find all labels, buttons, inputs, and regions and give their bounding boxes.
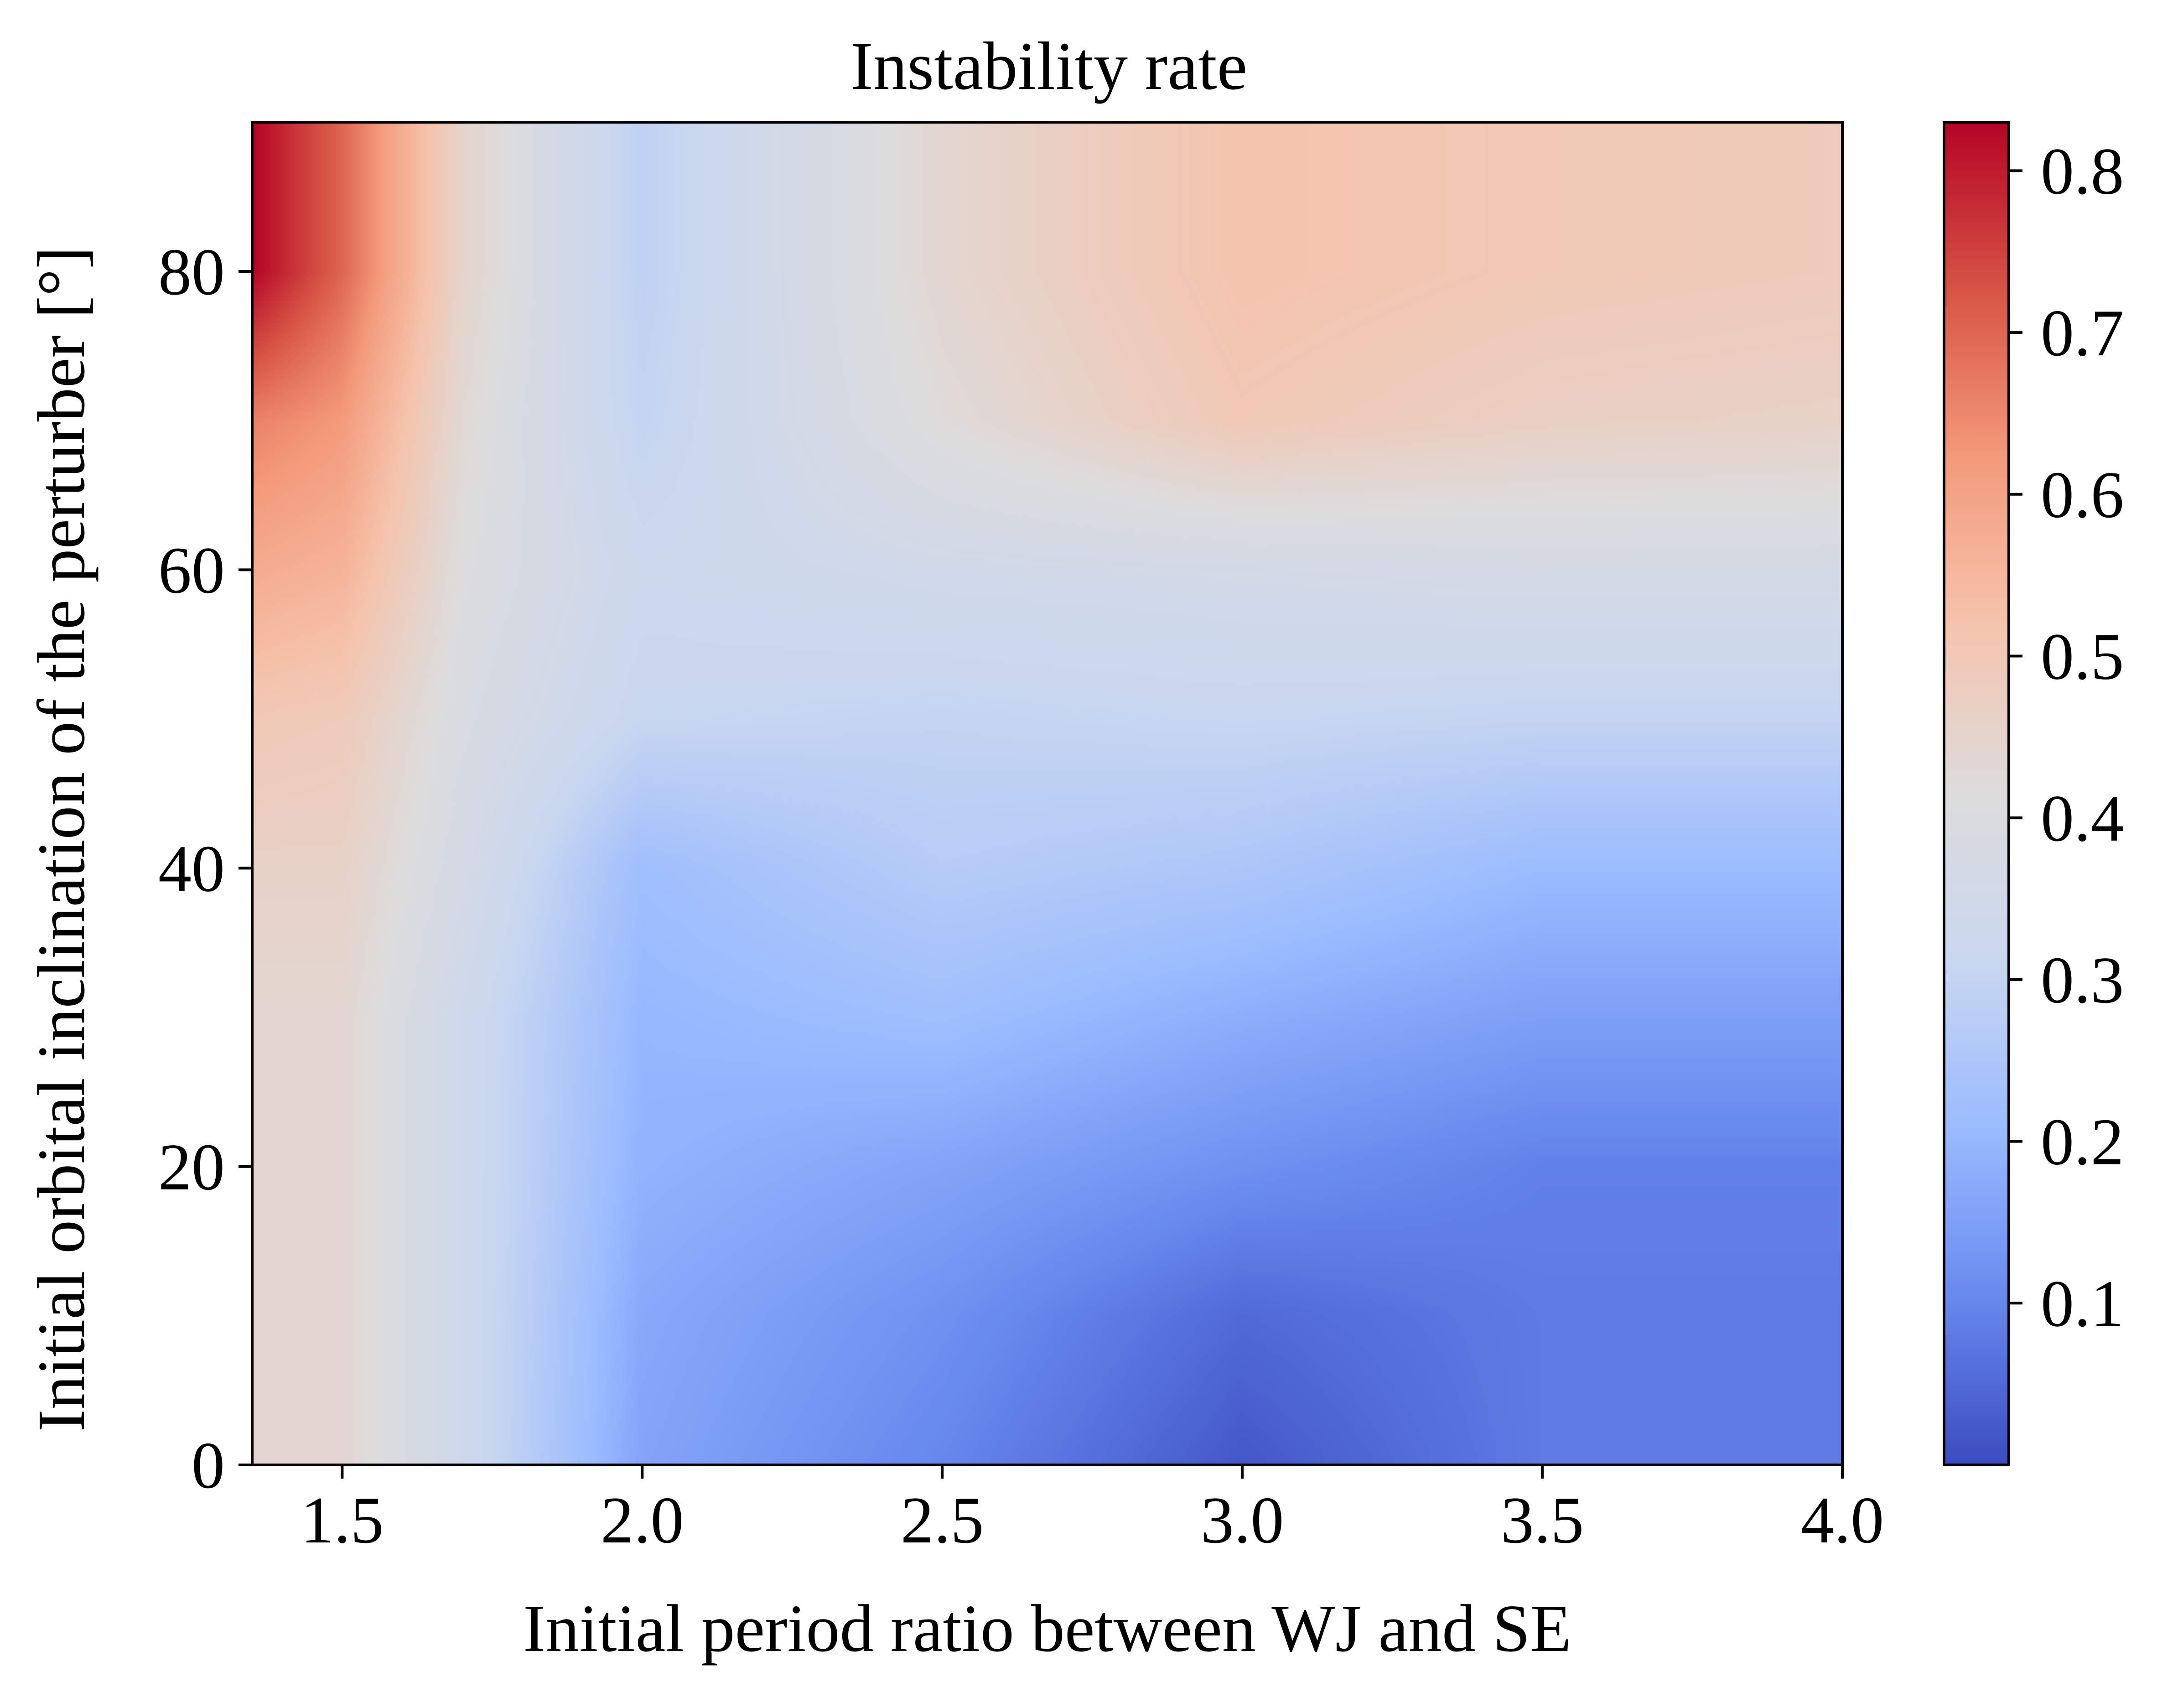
x-tick-label: 3.5	[1501, 1483, 1584, 1557]
heatmap-image	[252, 122, 1842, 1465]
colorbar-tick-label: 0.5	[2041, 620, 2124, 694]
chart-title: Instability rate	[850, 28, 1248, 104]
colorbar-tick-label: 0.1	[2041, 1267, 2124, 1340]
plot-frame	[251, 121, 1844, 1466]
x-axis: 1.5 2.0 2.5 3.0 3.5 4.0	[301, 1465, 1884, 1557]
x-tick-label: 1.5	[301, 1483, 384, 1557]
y-tick-label: 60	[158, 533, 225, 607]
colorbar-tick-label: 0.4	[2041, 781, 2124, 855]
x-tick-label: 2.5	[901, 1483, 984, 1557]
x-tick-label: 2.0	[601, 1483, 684, 1557]
x-tick-label: 3.0	[1201, 1483, 1284, 1557]
y-tick-label: 80	[158, 235, 225, 309]
colorbar-tick-label: 0.8	[2041, 134, 2124, 208]
x-axis-label: Initial period ratio between WJ and SE	[523, 1591, 1571, 1666]
colorbar-tick-label: 0.7	[2041, 296, 2124, 370]
y-tick-label: 20	[158, 1130, 225, 1204]
colorbar-tick-label: 0.3	[2041, 943, 2124, 1017]
y-tick-label: 0	[192, 1428, 225, 1502]
colorbar-axis: 0.1 0.2 0.3 0.4 0.5 0.6 0.7 0.8	[2009, 134, 2124, 1340]
colorbar-gradient	[1944, 122, 2009, 1465]
colorbar-tick-label: 0.2	[2041, 1105, 2124, 1179]
colorbar-frame	[1943, 121, 2010, 1466]
y-axis: 0 20 40 60 80	[158, 235, 252, 1502]
x-tick-label: 4.0	[1801, 1483, 1884, 1557]
y-tick-label: 40	[158, 832, 225, 906]
y-axis-label: Initial orbital inclination of the pertu…	[24, 247, 99, 1432]
colorbar-tick-label: 0.6	[2041, 458, 2124, 532]
